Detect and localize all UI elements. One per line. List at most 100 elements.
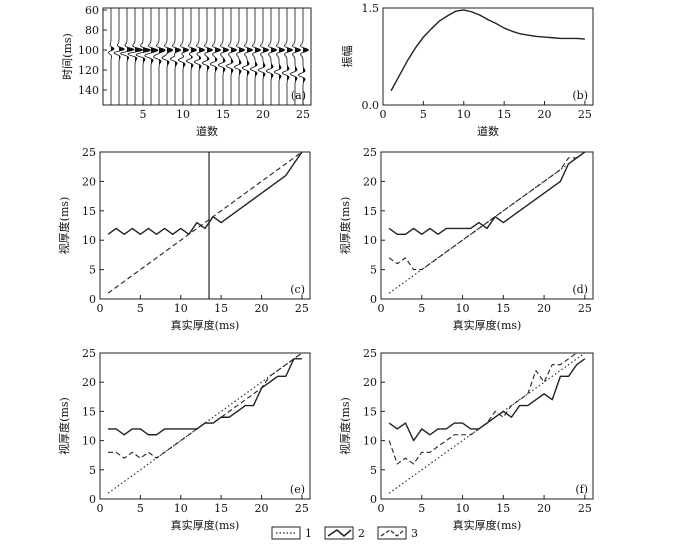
panel-a: 5 10 15 20 25 60 80 100 120 140 道数 时间(ms) (a) bbox=[61, 4, 312, 138]
trace-fill bbox=[231, 8, 237, 105]
x-tick-label: 10 bbox=[176, 108, 190, 121]
y-tick-label: 10 bbox=[363, 435, 377, 448]
x-tick-label: 15 bbox=[214, 502, 228, 515]
panel-b: 0 5 10 15 20 25 0.0 1.5 道数 振幅 (b) bbox=[340, 2, 594, 138]
trace-fill bbox=[175, 8, 181, 105]
legend-label-1: 1 bbox=[305, 527, 312, 540]
panel-label: (f) bbox=[575, 483, 588, 496]
x-tick-label: 15 bbox=[497, 108, 511, 121]
legend-label-3: 3 bbox=[411, 527, 418, 540]
y-tick-label: 60 bbox=[85, 4, 99, 17]
panel-label: (d) bbox=[572, 283, 588, 296]
y-tick-label: 20 bbox=[82, 175, 96, 188]
x-axis-label: 真实厚度(ms) bbox=[453, 318, 522, 332]
plot-frame bbox=[382, 7, 594, 106]
panel-label: (a) bbox=[291, 89, 306, 102]
seismic-trace bbox=[108, 8, 115, 105]
y-tick-label: 120 bbox=[78, 64, 99, 77]
panel-label: (e) bbox=[290, 483, 305, 496]
plot-area bbox=[107, 353, 303, 494]
seismic-trace bbox=[127, 8, 144, 105]
plot-frame bbox=[99, 352, 311, 500]
seismic-trace bbox=[201, 8, 213, 105]
plot-area bbox=[390, 9, 585, 92]
y-tick-label: 25 bbox=[363, 146, 377, 159]
plot-frame bbox=[99, 151, 311, 300]
trace-fill bbox=[263, 8, 269, 105]
x-tick-label: 25 bbox=[296, 108, 310, 121]
x-axis-label: 道数 bbox=[196, 124, 218, 138]
y-tick-label: 25 bbox=[363, 347, 377, 360]
seismic-trace bbox=[257, 8, 269, 105]
seismic-trace bbox=[289, 8, 301, 105]
seismic-trace bbox=[209, 8, 221, 105]
x-tick-label: 20 bbox=[538, 108, 552, 121]
x-tick-label: 15 bbox=[496, 302, 510, 315]
legend-swatch-1 bbox=[271, 526, 301, 540]
x-tick-label: 20 bbox=[537, 302, 551, 315]
x-tick-label: 10 bbox=[456, 302, 470, 315]
x-tick-label: 0 bbox=[378, 502, 385, 515]
plot-area bbox=[107, 152, 303, 299]
y-tick-label: 5 bbox=[89, 464, 96, 477]
seismic-trace bbox=[135, 8, 151, 105]
panel-d: 0 5 10 15 20 25 0 5 10 15 20 25 真实厚度(ms) 视厚度(ms) (d) bbox=[338, 146, 594, 332]
y-tick-label: 0 bbox=[370, 293, 377, 306]
x-tick-label: 25 bbox=[295, 302, 309, 315]
y-tick-label: 1.5 bbox=[362, 2, 380, 15]
trace-fill bbox=[223, 8, 229, 105]
y-tick-label: 140 bbox=[78, 84, 99, 97]
y-tick-label: 15 bbox=[363, 405, 377, 418]
y-axis-label: 视厚度(ms) bbox=[57, 197, 71, 255]
trace-fill bbox=[247, 8, 253, 105]
x-tick-label: 0 bbox=[380, 108, 387, 121]
seismic-trace bbox=[153, 8, 166, 105]
y-tick-label: 5 bbox=[89, 264, 96, 277]
seismic-trace bbox=[233, 8, 245, 105]
seismic-trace bbox=[297, 8, 309, 105]
y-axis-label: 时间(ms) bbox=[61, 33, 74, 80]
series-dashed bbox=[388, 353, 585, 465]
seismic-trace bbox=[193, 8, 205, 105]
seismic-trace bbox=[217, 8, 229, 105]
plot-area bbox=[388, 152, 586, 294]
trace-fill bbox=[143, 8, 151, 105]
legend-swatch-2 bbox=[324, 526, 354, 540]
y-tick-label: 5 bbox=[370, 464, 377, 477]
legend-line-dashed bbox=[380, 529, 405, 537]
y-axis-label: 视厚度(ms) bbox=[338, 397, 352, 455]
x-tick-label: 20 bbox=[537, 502, 551, 515]
x-tick-label: 15 bbox=[214, 302, 228, 315]
trace-fill bbox=[279, 8, 285, 105]
x-axis-label: 真实厚度(ms) bbox=[453, 518, 522, 532]
trace-fill bbox=[271, 8, 277, 105]
seismic-trace bbox=[144, 8, 159, 105]
y-axis-label: 视厚度(ms) bbox=[338, 197, 352, 255]
series-solid bbox=[388, 152, 586, 236]
series-solid bbox=[108, 358, 302, 436]
x-tick-label: 25 bbox=[578, 502, 592, 515]
x-tick-label: 10 bbox=[174, 502, 188, 515]
y-tick-label: 10 bbox=[363, 234, 377, 247]
trace-fill bbox=[215, 8, 221, 105]
x-tick-label: 20 bbox=[255, 502, 269, 515]
series-dashed bbox=[108, 353, 303, 459]
y-tick-label: 15 bbox=[82, 205, 96, 218]
x-tick-label: 5 bbox=[140, 108, 147, 121]
trace-fill bbox=[151, 8, 158, 105]
y-axis-label: 振幅 bbox=[340, 46, 354, 68]
x-tick-label: 10 bbox=[456, 502, 470, 515]
legend-label-2: 2 bbox=[358, 527, 365, 540]
x-axis-label: 道数 bbox=[477, 124, 499, 138]
x-tick-label: 5 bbox=[418, 502, 425, 515]
legend-swatch-3 bbox=[377, 526, 407, 540]
trace-fill bbox=[167, 8, 173, 105]
x-axis-label: 真实厚度(ms) bbox=[171, 318, 240, 332]
y-tick-label: 80 bbox=[85, 24, 99, 37]
y-tick-label: 5 bbox=[370, 264, 377, 277]
x-tick-label: 0 bbox=[97, 502, 104, 515]
x-tick-label: 5 bbox=[137, 502, 144, 515]
y-tick-label: 15 bbox=[363, 205, 377, 218]
seismic-trace bbox=[177, 8, 189, 105]
